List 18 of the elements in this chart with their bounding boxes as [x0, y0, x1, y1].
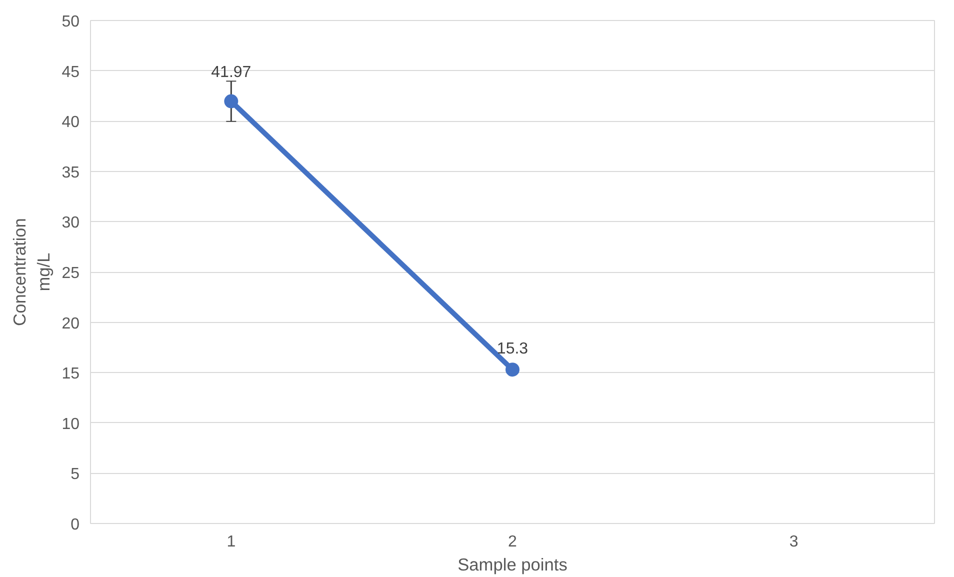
y-tick-label: 20: [62, 315, 80, 332]
x-axis-title: Sample points: [458, 554, 568, 574]
y-tick-label: 40: [62, 114, 80, 132]
y-tick-label: 25: [62, 265, 80, 282]
x-tick-label: 2: [508, 534, 518, 550]
y-tick-label: 15: [62, 366, 80, 383]
y-tick-label: 30: [62, 214, 80, 232]
data-label: 41.97: [211, 64, 252, 82]
y-tick-label: 5: [70, 466, 80, 484]
y-tick-label: 35: [62, 164, 80, 182]
y-axis-title: Concentration mg/L: [10, 218, 54, 326]
y-tick-label: 0: [70, 516, 80, 534]
x-tick-label: 3: [789, 534, 798, 550]
y-tick-label: 10: [62, 416, 80, 433]
y-tick-label: 45: [62, 64, 80, 81]
data-label: 15.3: [496, 340, 528, 358]
x-tick-label: 1: [226, 534, 236, 550]
y-tick-label: 50: [62, 14, 80, 30]
